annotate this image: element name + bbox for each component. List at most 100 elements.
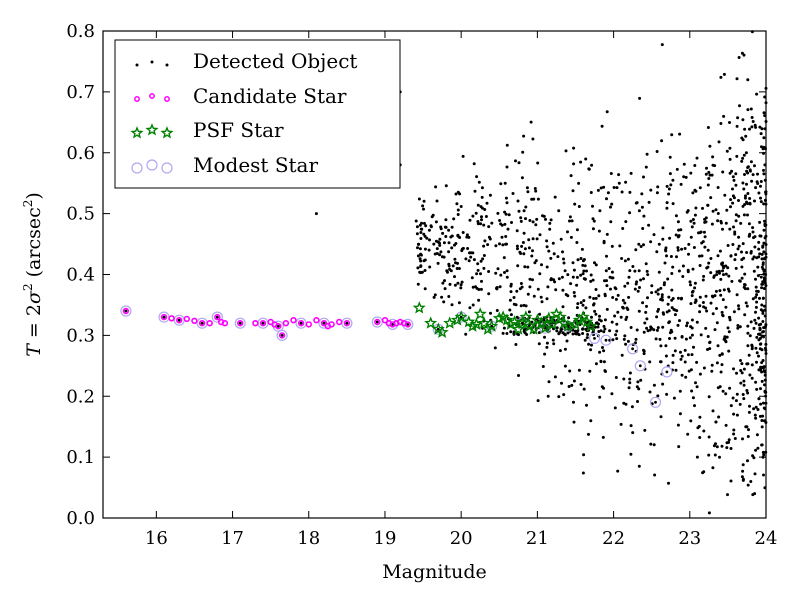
modest-star-center [604,338,608,342]
detected-object-point [757,397,761,401]
detected-object-point [628,371,632,375]
detected-object-point [519,219,523,223]
detected-object-point [730,169,734,173]
detected-object-point [743,272,747,276]
detected-object-point [670,298,674,302]
detected-object-point [472,162,476,166]
detected-object-point [524,205,528,209]
detected-object-point [476,268,480,272]
detected-object-point [677,445,681,449]
legend-marker-candidate [134,93,170,102]
detected-object-point [647,200,651,204]
detected-object-point [742,367,746,371]
detected-object-point [686,432,690,436]
detected-object-point [547,380,551,384]
detected-object-point [642,277,645,281]
modest-star-point [234,317,246,329]
detected-object-point [717,269,721,273]
detected-object-point [645,326,649,330]
detected-object-point [590,315,593,319]
modest-star-point [588,332,601,344]
detected-object-point [749,320,753,324]
psf-star-point [465,319,480,332]
detected-object-point [592,302,596,306]
detected-object-point [706,126,710,129]
detected-object-point [702,305,706,309]
detected-object-point [704,172,708,176]
detected-object-point [760,286,764,290]
detected-object-point [739,381,743,385]
detected-object-point [706,335,710,338]
detected-object-point [416,282,420,286]
detected-object-point [589,348,593,352]
detected-object-point [579,383,583,386]
detected-object-point [522,134,526,138]
detected-object-point [664,246,668,250]
detected-object-point [741,118,745,122]
detected-object-point [761,267,765,271]
legend: Detected Object Candidate Star PSF Star … [114,39,401,189]
detected-object-point [743,173,746,176]
detected-object-point [555,329,559,333]
detected-object-point [661,226,665,230]
candidate-star-point [214,313,221,321]
detected-object-point [720,262,724,266]
detected-object-point [692,345,695,349]
detected-object-point [568,219,571,223]
detected-object-point [655,150,659,153]
y-label-unit-exp: 2 [21,200,35,208]
psf-star-point [527,322,541,335]
detected-object-point [751,297,755,301]
detected-object-point [583,277,587,281]
detected-object-point [441,281,445,285]
detected-object-point [454,242,458,245]
detected-object-point [628,190,632,194]
detected-object-point [709,271,713,275]
detected-object-point [501,243,505,247]
detected-object-point [639,378,643,382]
detected-object-point [608,329,612,333]
detected-object-point [729,447,733,450]
detected-object-point [680,335,684,339]
detected-object-point [671,202,675,206]
detected-object-point [626,257,630,261]
detected-object-point [691,191,695,195]
detected-object-point [615,337,619,341]
detected-object-point [749,250,753,253]
psf-star-point [443,316,457,329]
detected-object-point [595,321,599,325]
detected-object-point [502,326,506,330]
detected-object-point [591,278,595,282]
detected-object-point [693,164,697,167]
detected-object-point [450,303,454,307]
detected-object-point [672,308,676,311]
detected-object-point [510,221,513,224]
detected-object-point [627,275,631,279]
candidate-star-point [183,315,191,323]
detected-object-point [516,264,520,268]
detected-object-point [603,279,606,283]
detected-object-point [569,235,573,239]
modest-star-center [261,321,265,325]
detected-object-point [687,369,691,373]
detected-object-point [655,191,659,195]
detected-object-point [746,344,750,348]
psf-star-point [492,311,506,324]
detected-object-point [480,186,484,190]
detected-object-point [636,289,640,293]
detected-object-point [580,247,584,251]
detected-object-point [553,195,557,199]
detected-object-point [487,225,491,229]
detected-object-point [749,160,753,164]
detected-object-point [615,329,619,333]
detected-object-point [566,273,570,277]
detected-object-point [754,448,758,452]
detected-object-point [729,404,733,408]
detected-object-point [720,310,724,314]
detected-object-point [480,218,483,222]
detected-object-point [475,272,479,276]
detected-object-point [723,193,727,197]
detected-object-point [638,96,642,100]
detected-object-point [519,304,523,308]
detected-object-point [643,428,647,432]
